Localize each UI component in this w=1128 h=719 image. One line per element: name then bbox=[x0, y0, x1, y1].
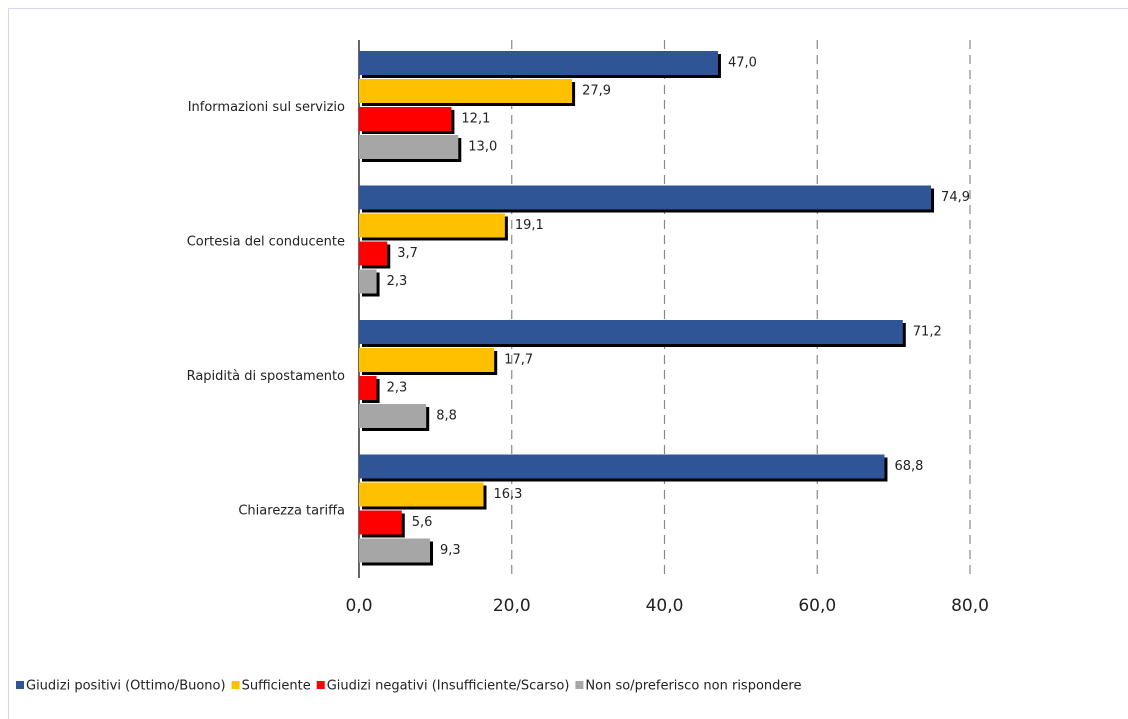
data-label: 5,6 bbox=[412, 515, 433, 530]
y-tick-label: Chiarezza tariffa bbox=[238, 503, 345, 518]
data-label: 2,3 bbox=[387, 274, 408, 289]
bar bbox=[359, 510, 402, 535]
x-tick-label: 20,0 bbox=[493, 596, 531, 616]
data-label: 68,8 bbox=[894, 459, 923, 474]
legend-label: Giudizi positivi (Ottimo/Buono) bbox=[26, 679, 226, 694]
x-tick-label: 80,0 bbox=[951, 596, 989, 616]
bar bbox=[359, 482, 484, 507]
x-tick-label: 60,0 bbox=[798, 596, 836, 616]
legend-swatch bbox=[231, 681, 240, 689]
bar bbox=[359, 376, 377, 400]
chart-frame bbox=[8, 8, 1128, 719]
x-tick-label: 40,0 bbox=[646, 596, 684, 616]
data-label: 12,1 bbox=[461, 112, 490, 127]
data-label: 16,3 bbox=[493, 487, 522, 502]
data-label: 47,0 bbox=[728, 56, 757, 71]
bar bbox=[359, 213, 505, 238]
bar bbox=[359, 135, 459, 159]
data-label: 3,7 bbox=[397, 246, 418, 261]
legend-swatch bbox=[316, 681, 325, 689]
bar bbox=[359, 51, 718, 75]
data-label: 27,9 bbox=[582, 84, 611, 99]
y-tick-label: Cortesia del conducente bbox=[187, 234, 345, 249]
data-label: 17,7 bbox=[504, 353, 533, 368]
bar bbox=[359, 185, 932, 210]
data-label: 8,8 bbox=[436, 409, 457, 424]
data-label: 19,1 bbox=[515, 218, 544, 233]
data-label: 9,3 bbox=[440, 543, 461, 558]
bar bbox=[359, 348, 495, 372]
y-tick-label: Informazioni sul servizio bbox=[188, 100, 345, 115]
bar bbox=[359, 538, 431, 563]
legend-label: Sufficiente bbox=[242, 679, 311, 694]
bar bbox=[359, 79, 573, 103]
data-label: 71,2 bbox=[913, 325, 942, 340]
legend-label: Non so/preferisco non rispondere bbox=[585, 679, 801, 694]
data-label: 2,3 bbox=[387, 381, 408, 396]
x-tick-label: 0,0 bbox=[345, 596, 372, 616]
legend-swatch bbox=[16, 681, 24, 689]
data-label: 74,9 bbox=[941, 190, 970, 205]
bar bbox=[359, 269, 377, 294]
data-label: 13,0 bbox=[468, 140, 497, 155]
legend-swatch bbox=[575, 681, 584, 689]
bar bbox=[359, 320, 903, 344]
bar bbox=[359, 241, 388, 266]
y-tick-label: Rapidità di spostamento bbox=[187, 369, 345, 384]
legend-label: Giudizi negativi (Insufficiente/Scarso) bbox=[327, 679, 570, 694]
bar bbox=[359, 454, 885, 479]
bar bbox=[359, 404, 427, 428]
bar bbox=[359, 107, 452, 131]
